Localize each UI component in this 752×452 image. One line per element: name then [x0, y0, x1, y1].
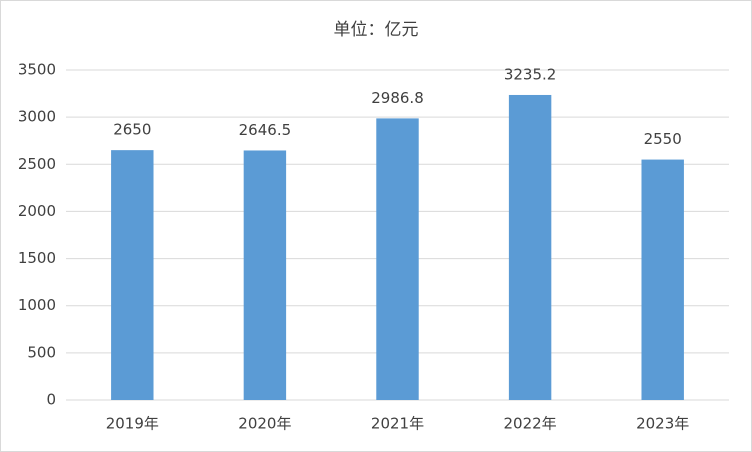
x-tick-label: 2022年: [504, 415, 557, 433]
data-label: 3235.2: [504, 65, 557, 83]
x-tick-label: 2023年: [636, 415, 689, 433]
data-label: 2646.5: [239, 121, 292, 139]
y-tick-label: 0: [46, 391, 56, 409]
data-label: 2986.8: [371, 89, 424, 107]
y-tick-label: 1000: [18, 296, 56, 314]
y-tick-label: 3000: [18, 108, 56, 126]
y-tick-label: 2000: [18, 202, 56, 220]
y-tick-label: 3500: [18, 61, 56, 79]
y-tick-label: 2500: [18, 155, 56, 173]
bar: [376, 118, 419, 401]
y-tick-label: 500: [27, 343, 56, 361]
x-tick-label: 2019年: [106, 415, 159, 433]
data-label: 2650: [113, 121, 151, 139]
y-tick-label: 1500: [18, 249, 56, 267]
bar: [508, 94, 552, 400]
x-tick-label: 2021年: [371, 415, 424, 433]
x-tick-label: 2020年: [238, 415, 291, 433]
data-label: 2550: [644, 130, 682, 148]
bar: [111, 150, 154, 400]
bar: [641, 159, 684, 400]
chart-title: 单位：亿元: [334, 20, 419, 40]
bar: [243, 150, 287, 400]
